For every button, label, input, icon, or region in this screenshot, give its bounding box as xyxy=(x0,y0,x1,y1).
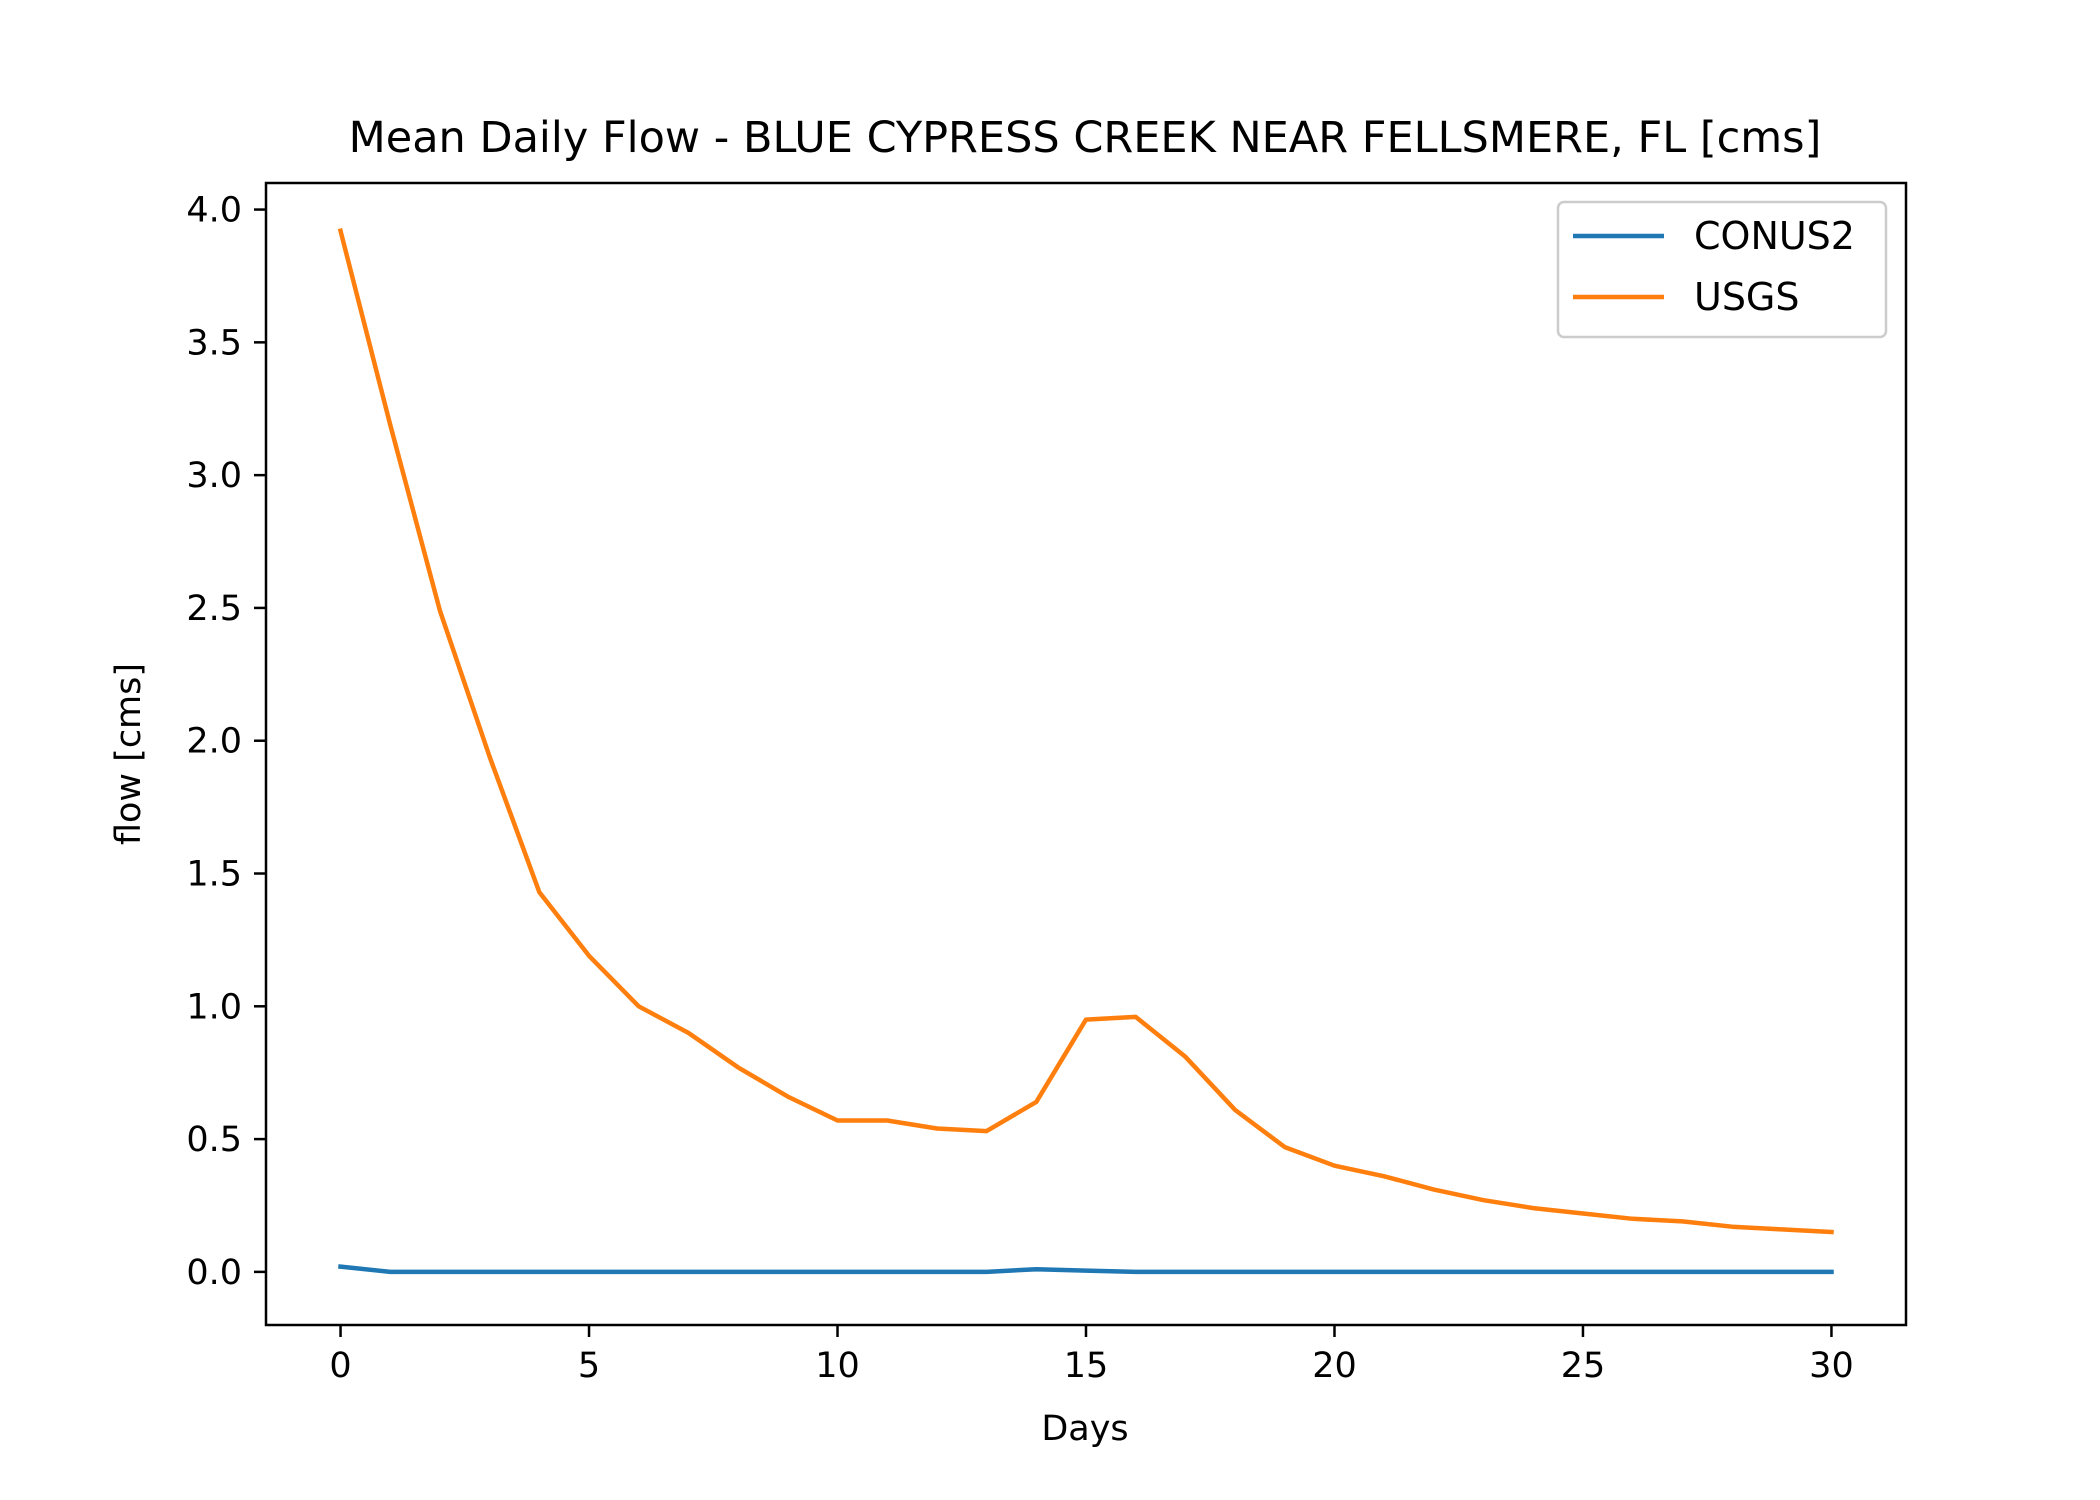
y-tick-label: 1.5 xyxy=(186,855,242,895)
series-lines xyxy=(337,228,1834,1275)
x-axis-label: Days xyxy=(1041,1409,1128,1449)
x-tick-label: 15 xyxy=(1064,1346,1109,1386)
x-tick-label: 20 xyxy=(1312,1346,1357,1386)
x-tick-label: 30 xyxy=(1809,1346,1854,1386)
chart-title: Mean Daily Flow - BLUE CYPRESS CREEK NEA… xyxy=(349,113,1822,163)
x-tick-label: 0 xyxy=(329,1346,351,1386)
legend-label-usgs: USGS xyxy=(1694,275,1800,319)
y-tick-label: 1.0 xyxy=(186,987,242,1027)
y-tick-label: 0.5 xyxy=(186,1120,242,1160)
x-tick-label: 25 xyxy=(1561,1346,1606,1386)
legend: CONUS2 USGS xyxy=(1556,200,1888,339)
y-tick-label: 0.0 xyxy=(186,1253,242,1293)
x-axis: 0 5 10 15 20 25 30 xyxy=(329,1325,1854,1386)
y-axis-label: flow [cms] xyxy=(109,663,149,845)
y-tick-label: 3.5 xyxy=(186,323,242,363)
series-line-conus2 xyxy=(338,1264,1834,1275)
y-tick-label: 2.5 xyxy=(186,589,242,629)
y-tick-label: 3.0 xyxy=(186,456,242,496)
x-tick-label: 10 xyxy=(815,1346,860,1386)
y-tick-label: 2.0 xyxy=(186,722,242,762)
series-line-usgs xyxy=(337,228,1834,1235)
legend-label-conus2: CONUS2 xyxy=(1694,214,1855,258)
y-tick-label: 4.0 xyxy=(186,191,242,231)
y-axis: 0.0 0.5 1.0 1.5 2.0 2.5 3.0 3.5 4.0 xyxy=(186,191,266,1293)
x-tick-label: 5 xyxy=(578,1346,600,1386)
